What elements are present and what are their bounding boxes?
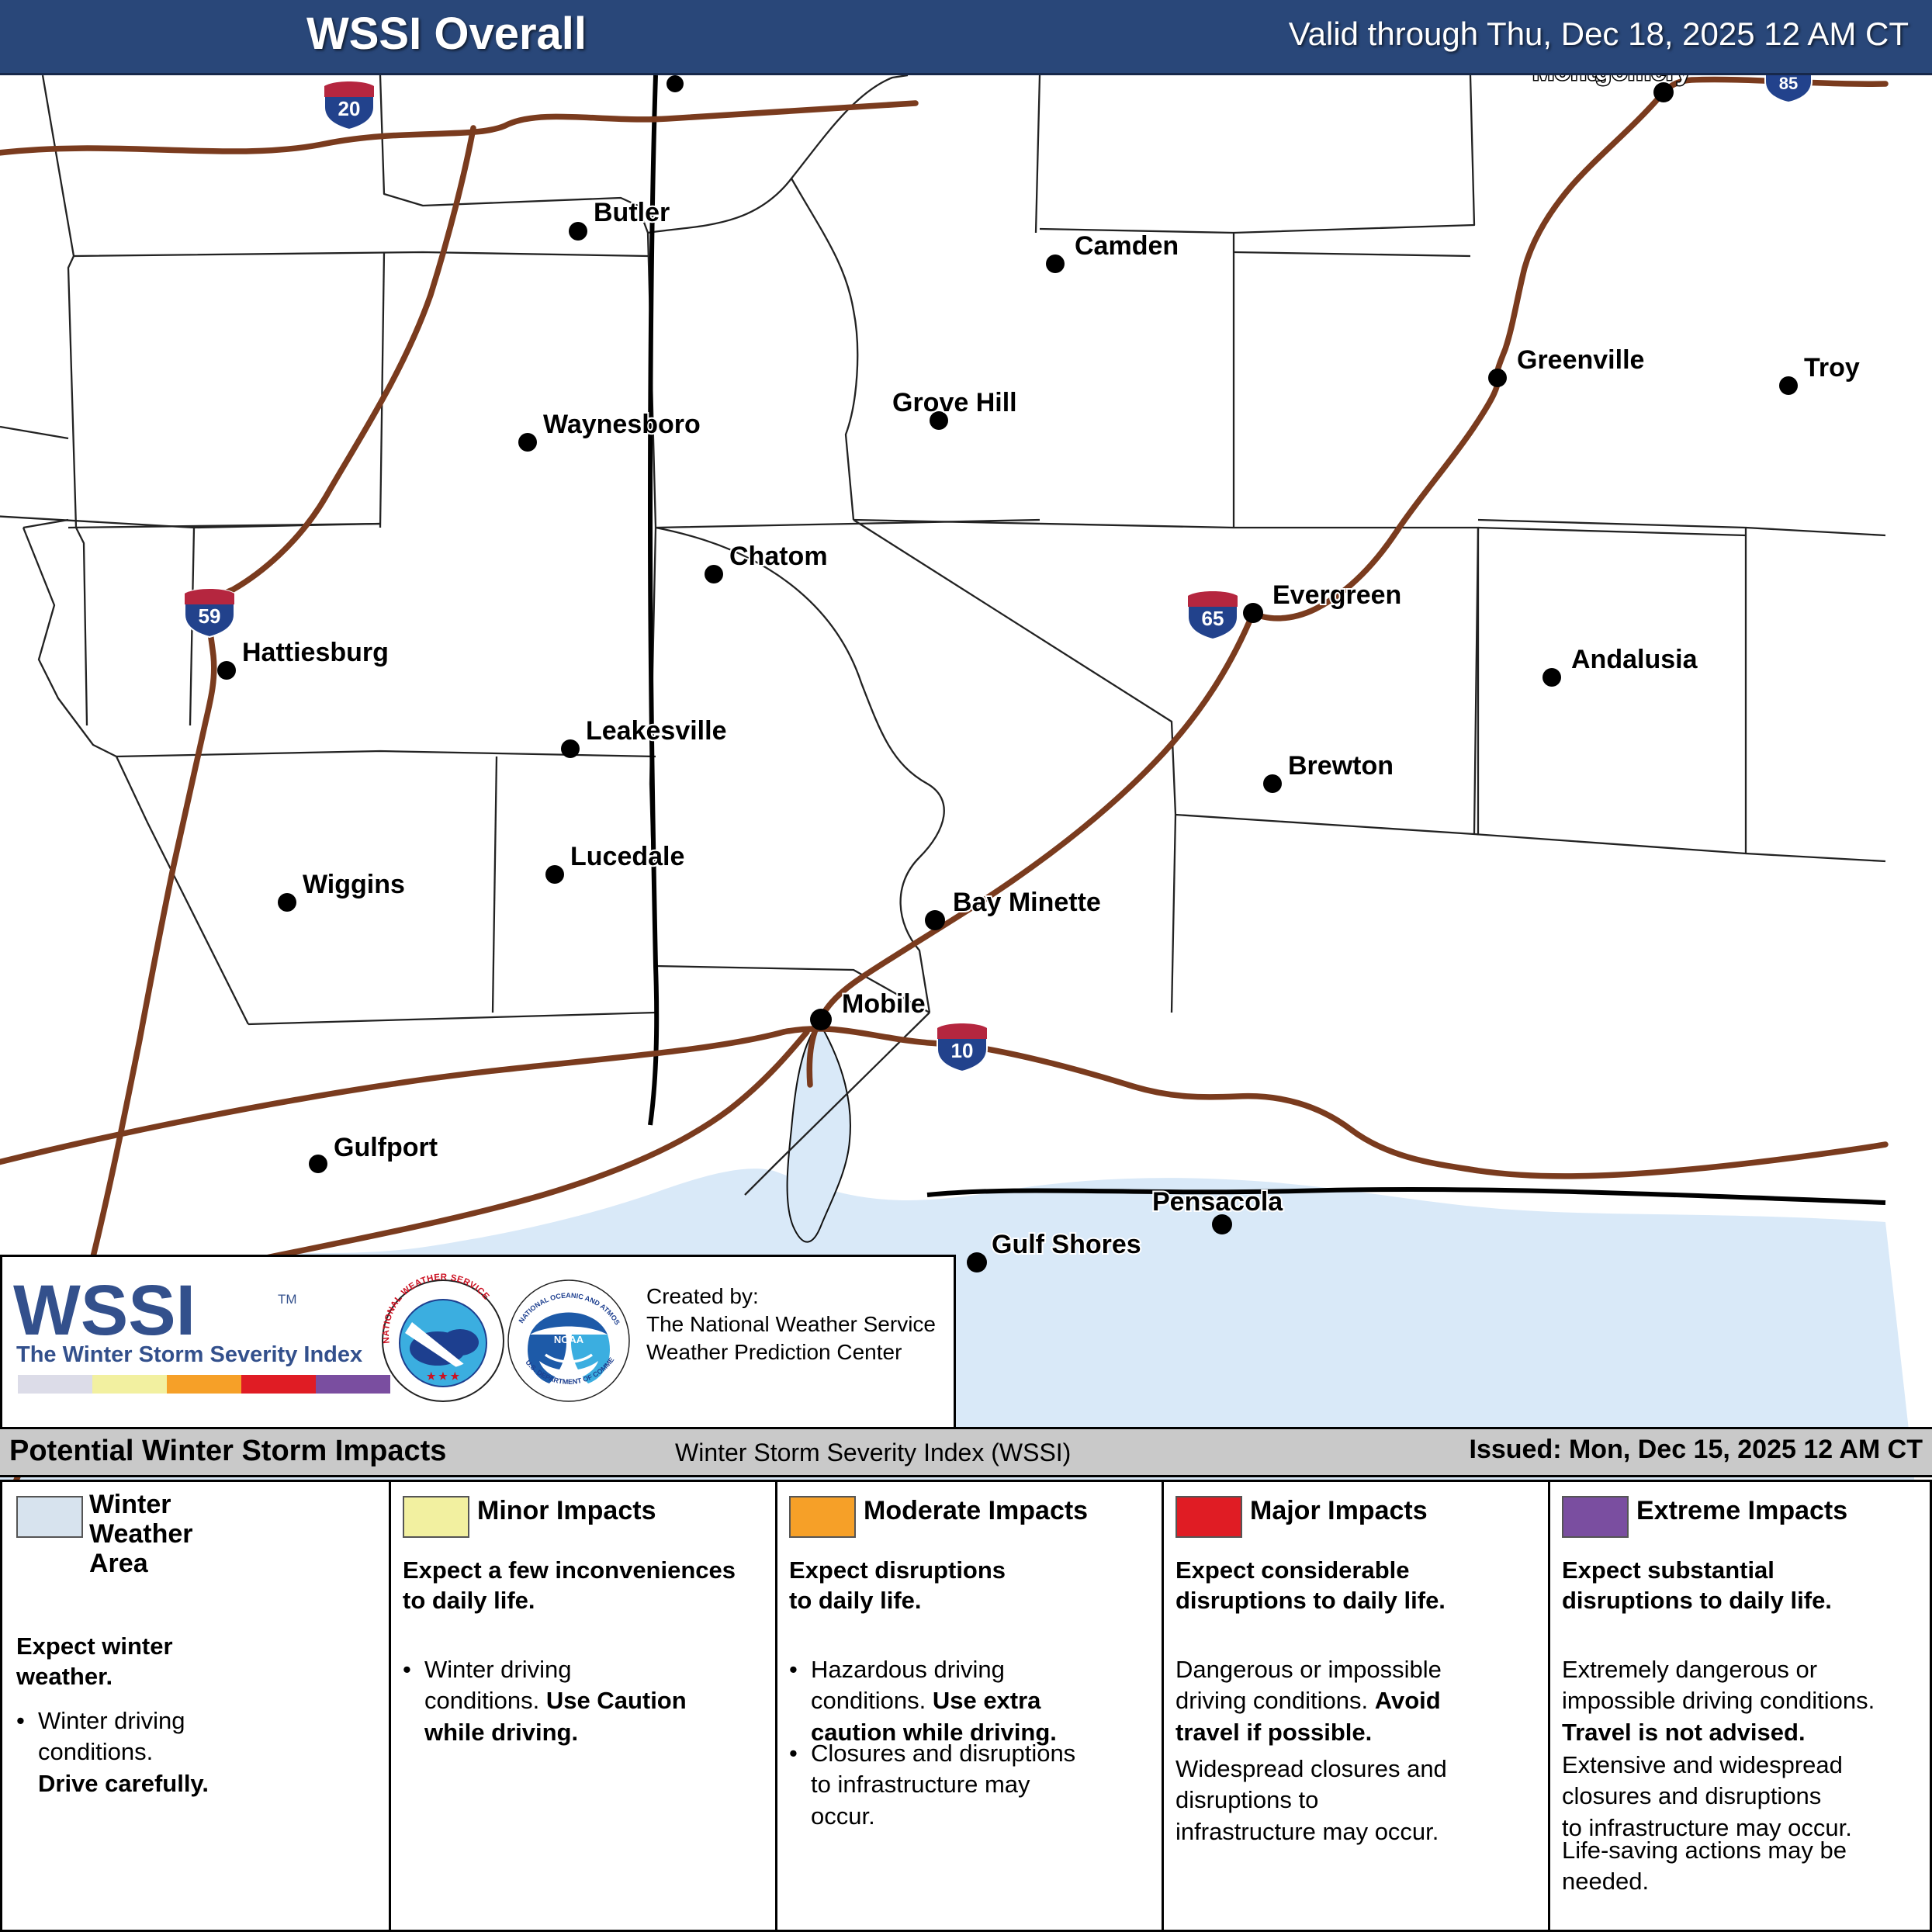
svg-text:Leakesville: Leakesville: [586, 716, 726, 746]
svg-text:NOAA: NOAA: [554, 1334, 584, 1345]
svg-text:20: 20: [338, 97, 361, 120]
svg-text:Butler: Butler: [594, 198, 670, 227]
svg-text:10: 10: [951, 1039, 974, 1062]
svg-text:Created by:: Created by:: [646, 1284, 759, 1308]
svg-text:85: 85: [1779, 75, 1798, 93]
svg-text:65: 65: [1202, 607, 1224, 630]
svg-text:Evergreen: Evergreen: [1272, 580, 1401, 610]
svg-text:Hattiesburg: Hattiesburg: [242, 638, 389, 667]
svg-text:Weather Prediction Center: Weather Prediction Center: [646, 1340, 902, 1364]
svg-text:TM: TM: [278, 1292, 297, 1307]
svg-text:59: 59: [199, 604, 221, 628]
svg-text:Chatom: Chatom: [729, 542, 828, 571]
svg-text:Pensacola: Pensacola: [1152, 1187, 1283, 1217]
svg-text:Mobile: Mobile: [842, 989, 926, 1019]
svg-text:Camden: Camden: [1075, 231, 1179, 261]
svg-text:Grove Hill: Grove Hill: [892, 388, 1017, 417]
svg-text:★ ★ ★: ★ ★ ★: [427, 1370, 460, 1382]
svg-text:WSSI: WSSI: [13, 1271, 196, 1350]
svg-text:Montgomery: Montgomery: [1532, 75, 1691, 86]
svg-text:Greenville: Greenville: [1517, 345, 1644, 375]
svg-text:Gulfport: Gulfport: [334, 1133, 438, 1162]
svg-text:Bay Minette: Bay Minette: [953, 888, 1101, 917]
svg-text:The Winter Storm Severity Inde: The Winter Storm Severity Index: [16, 1342, 362, 1367]
svg-text:Gulf Shores: Gulf Shores: [992, 1230, 1141, 1259]
svg-text:Brewton: Brewton: [1288, 751, 1394, 781]
svg-text:The National Weather Service: The National Weather Service: [646, 1312, 936, 1336]
svg-text:Andalusia: Andalusia: [1571, 645, 1698, 674]
svg-text:Wiggins: Wiggins: [303, 870, 405, 899]
svg-text:Troy: Troy: [1804, 353, 1860, 383]
svg-text:Lucedale: Lucedale: [570, 842, 684, 871]
svg-text:Waynesboro: Waynesboro: [543, 410, 701, 439]
